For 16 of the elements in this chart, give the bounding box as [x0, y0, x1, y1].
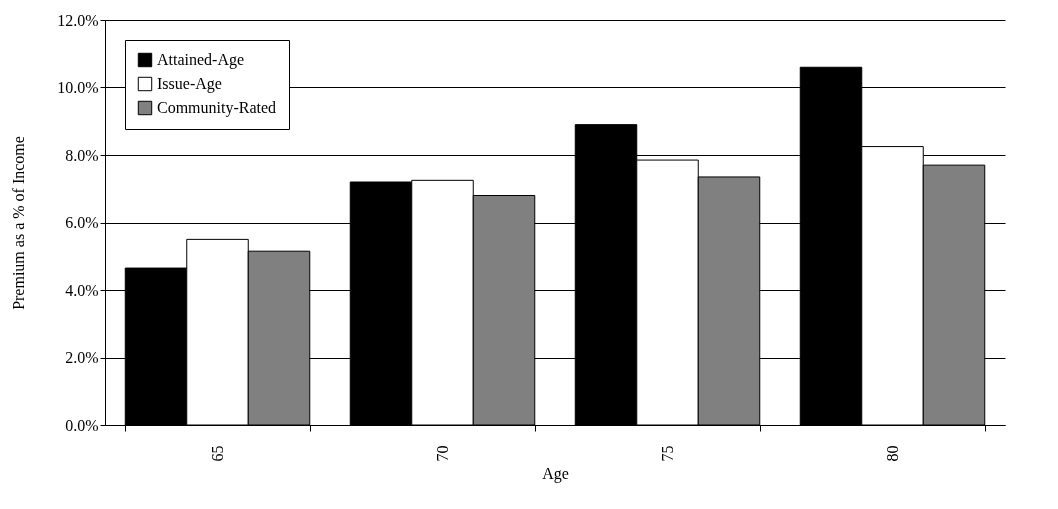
y-tick-label: 4.0% — [65, 281, 99, 299]
legend-label: Community-Rated — [157, 99, 277, 117]
y-tick-label: 6.0% — [65, 214, 99, 231]
x-tick-label: 75 — [659, 445, 676, 462]
y-tick-label: 0.0% — [65, 416, 99, 434]
x-tick-label: 65 — [209, 445, 226, 462]
y-tick-label: 12.0% — [57, 11, 99, 29]
x-tick-label: 80 — [884, 445, 901, 462]
legend-label: Attained-Age — [157, 51, 245, 69]
y-tick-label: 2.0% — [65, 349, 99, 366]
y-tick-label: 10.0% — [57, 79, 99, 96]
y-tick-label: 8.0% — [65, 146, 99, 164]
x-axis-title: Age — [542, 464, 569, 483]
x-tick-label: 70 — [434, 445, 451, 462]
y-axis-title: Premium as a % of Income — [10, 136, 28, 310]
legend-label: Issue-Age — [157, 75, 222, 93]
